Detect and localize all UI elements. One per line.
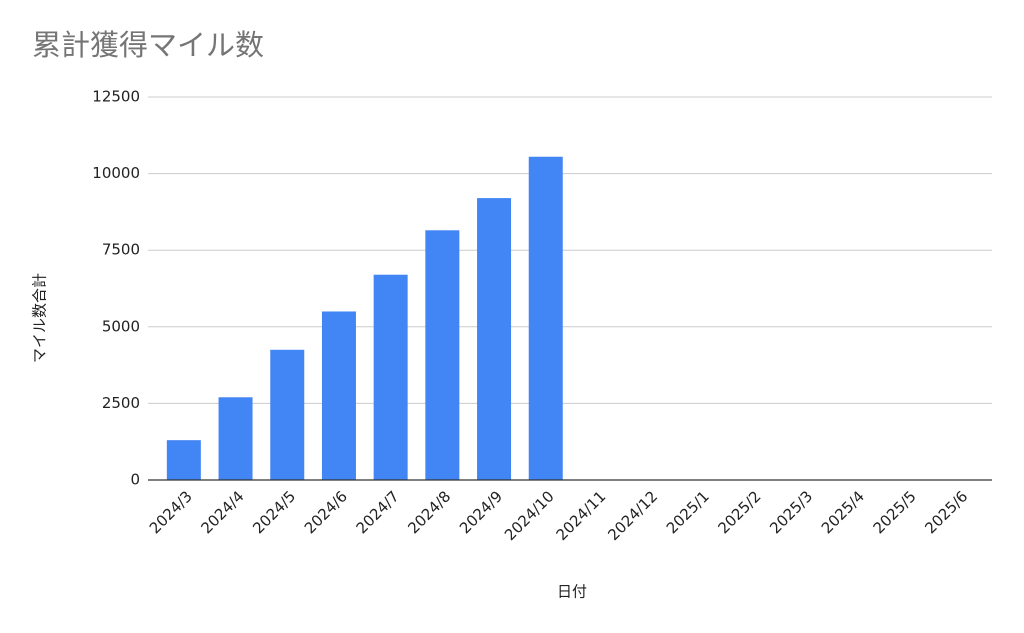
bar	[425, 230, 460, 480]
y-tick-label: 5000	[102, 317, 140, 335]
bar	[477, 198, 512, 480]
y-axis-label: マイル数合計	[31, 273, 49, 363]
bar	[321, 311, 356, 480]
chart-title: 累計獲得マイル数	[32, 28, 264, 62]
y-tick-label: 2500	[102, 394, 140, 412]
y-tick-label: 12500	[92, 88, 140, 106]
y-tick-label: 0	[130, 471, 140, 489]
bar	[166, 440, 201, 480]
bar	[528, 156, 563, 481]
bar	[270, 349, 305, 480]
y-tick-label: 10000	[92, 164, 140, 182]
x-axis-label: 日付	[557, 583, 587, 601]
bar	[218, 397, 253, 480]
y-tick-label: 7500	[102, 241, 140, 259]
bar	[373, 274, 408, 480]
